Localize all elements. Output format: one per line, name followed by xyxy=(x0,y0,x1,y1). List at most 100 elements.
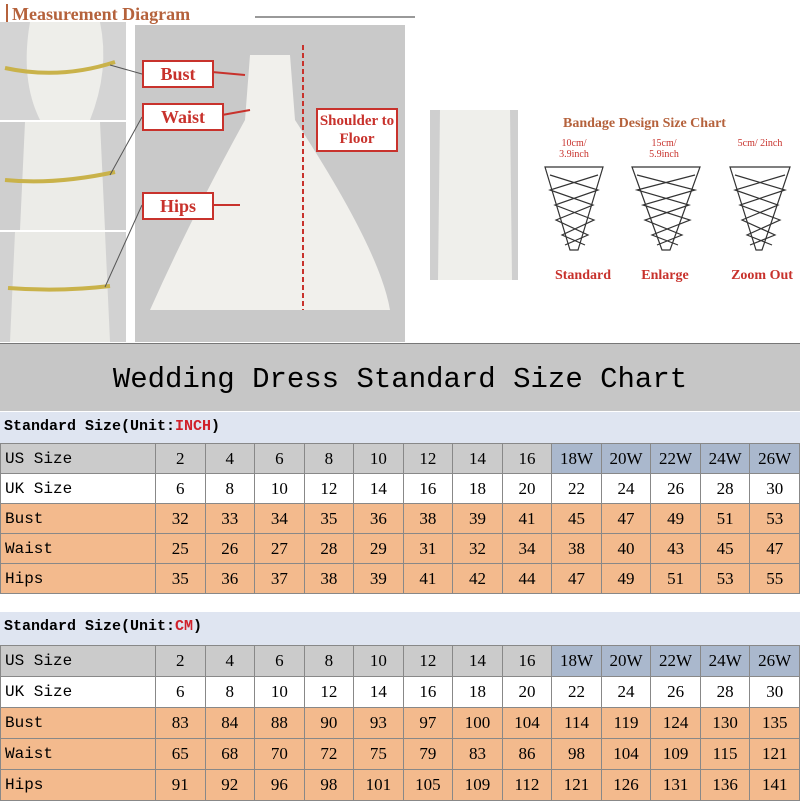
shoulder-label: Shoulder to Floor xyxy=(316,108,398,152)
row-label: UK Size xyxy=(0,473,156,504)
cell: 36 xyxy=(353,503,404,534)
cell: 83 xyxy=(155,707,206,739)
cell: 135 xyxy=(749,707,800,739)
cell: 16 xyxy=(402,676,454,708)
bandage-label: Zoom Out xyxy=(731,268,793,283)
cell: 83 xyxy=(452,738,503,770)
cell: 97 xyxy=(402,707,454,739)
cell: 49 xyxy=(600,563,652,594)
cell: 12 xyxy=(303,473,355,504)
cell: 8 xyxy=(303,443,355,474)
cell: 47 xyxy=(600,503,652,534)
row-label: Waist xyxy=(0,533,156,564)
cell: 32 xyxy=(155,503,206,534)
cell: 104 xyxy=(501,707,553,739)
bandage-size: 10cm/ 3.9inch xyxy=(559,138,589,160)
cell: 72 xyxy=(303,738,355,770)
cell: 36 xyxy=(204,563,256,594)
cell: 6 xyxy=(254,645,305,677)
cell: 24 xyxy=(600,676,652,708)
cell: 75 xyxy=(353,738,404,770)
cell: 18W xyxy=(551,645,602,677)
section-heading: Standard Size(Unit:CM) xyxy=(0,612,800,645)
cell: 20W xyxy=(600,443,652,474)
cell: 44 xyxy=(501,563,553,594)
waist-label: Waist xyxy=(142,103,224,131)
row-label: Bust xyxy=(0,503,156,534)
cell: 2 xyxy=(155,443,206,474)
cell: 88 xyxy=(254,707,305,739)
cell: 38 xyxy=(303,563,355,594)
cell: 91 xyxy=(155,769,206,801)
cell: 86 xyxy=(501,738,553,770)
cell: 26W xyxy=(749,645,800,677)
cell: 104 xyxy=(600,738,652,770)
table-row: Bust 83 84 88 90 93 97 100 104 114 119 124 130 135 xyxy=(0,707,800,739)
table-row: Bust 32 33 34 35 36 38 39 41 45 47 49 51 53 xyxy=(0,503,800,534)
cell: 92 xyxy=(204,769,256,801)
cell: 96 xyxy=(254,769,305,801)
cell: 38 xyxy=(402,503,454,534)
cell: 121 xyxy=(749,738,800,770)
cell: 22W xyxy=(650,443,701,474)
table-row: Waist 25 26 27 28 29 31 32 34 38 40 43 45 47 xyxy=(0,533,800,564)
cell: 33 xyxy=(204,503,256,534)
cell: 84 xyxy=(204,707,256,739)
table-row: Waist 65 68 70 72 75 79 83 86 98 104 109 115 121 xyxy=(0,738,800,770)
cell: 115 xyxy=(699,738,751,770)
size-table: US Size 2 4 6 8 10 12 14 16 18W 20W 22W 24W 26W UK Siz… xyxy=(0,645,800,801)
cell: 29 xyxy=(353,533,404,564)
cell: 20W xyxy=(600,645,652,677)
cell: 4 xyxy=(204,645,256,677)
cell: 42 xyxy=(452,563,503,594)
cell: 6 xyxy=(254,443,305,474)
bandage-size: 15cm/ 5.9inch xyxy=(649,138,679,160)
cell: 14 xyxy=(353,473,404,504)
cell: 10 xyxy=(353,645,404,677)
table-row: UK Size 6 8 10 12 14 16 18 20 22 24 26 28 30 xyxy=(0,676,800,708)
cell: 121 xyxy=(551,769,602,801)
cell: 14 xyxy=(353,676,404,708)
cell: 6 xyxy=(155,473,206,504)
row-label: Waist xyxy=(0,738,156,770)
cell: 10 xyxy=(254,676,305,708)
cell: 27 xyxy=(254,533,305,564)
cell: 101 xyxy=(353,769,404,801)
cell: 25 xyxy=(155,533,206,564)
heading-close: ) xyxy=(193,618,203,635)
row-label: US Size xyxy=(0,645,156,677)
bandage-label: Enlarge xyxy=(641,268,689,283)
hips-label: Hips xyxy=(142,192,214,220)
cell: 18 xyxy=(452,473,503,504)
row-label: Hips xyxy=(0,563,156,594)
table-row: UK Size 6 8 10 12 14 16 18 20 22 24 26 28 30 xyxy=(0,473,800,504)
cell: 53 xyxy=(699,563,751,594)
cell: 22 xyxy=(551,473,602,504)
cell: 16 xyxy=(501,645,553,677)
table-title: Wedding Dress Standard Size Chart xyxy=(0,343,800,411)
bandage-size: 5cm/ 2inch xyxy=(737,138,783,149)
cell: 136 xyxy=(699,769,751,801)
cell: 119 xyxy=(600,707,652,739)
cell: 30 xyxy=(749,676,800,708)
cell: 22W xyxy=(650,645,701,677)
size-table: US Size 2 4 6 8 10 12 14 16 18W 20W 22W 24W 26W UK Siz… xyxy=(0,443,800,594)
cell: 126 xyxy=(600,769,652,801)
cell: 22 xyxy=(551,676,602,708)
cell: 12 xyxy=(402,645,454,677)
cell: 93 xyxy=(353,707,404,739)
cell: 2 xyxy=(155,645,206,677)
cell: 39 xyxy=(353,563,404,594)
row-label: Hips xyxy=(0,769,156,801)
cell: 51 xyxy=(650,563,701,594)
cell: 45 xyxy=(699,533,751,564)
cell: 30 xyxy=(749,473,800,504)
heading-unit: INCH xyxy=(175,418,212,435)
header-title: Measurement Diagram xyxy=(6,4,190,25)
cell: 8 xyxy=(204,473,256,504)
cell: 55 xyxy=(749,563,800,594)
row-label: US Size xyxy=(0,443,156,474)
cell: 8 xyxy=(204,676,256,708)
cell: 131 xyxy=(650,769,701,801)
cell: 18 xyxy=(452,676,503,708)
